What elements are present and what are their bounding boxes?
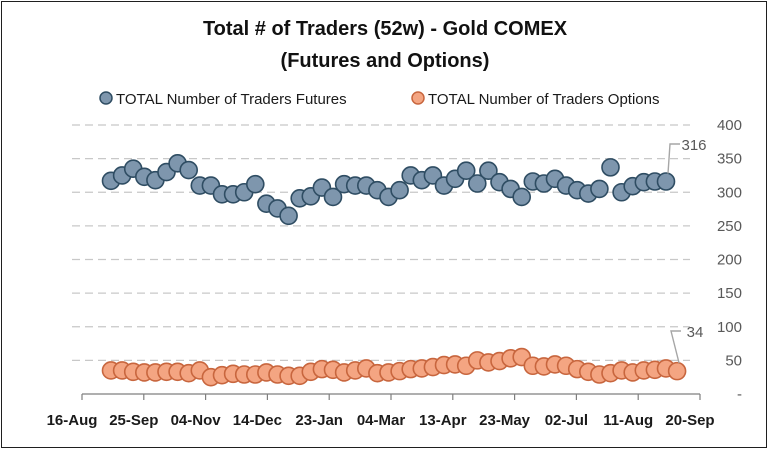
- y-tick-label: 150: [717, 285, 742, 302]
- legend-label-options: TOTAL Number of Traders Options: [428, 91, 659, 108]
- chart-title: Total # of Traders (52w) - Gold COMEX: [202, 18, 568, 40]
- x-tick-label: 16-Aug: [47, 412, 98, 429]
- x-tick-label: 23-May: [479, 412, 531, 429]
- x-tick-label: 23-Jan: [295, 412, 343, 429]
- series-options: [101, 347, 687, 387]
- futures-point: [479, 161, 498, 181]
- futures-point: [390, 180, 409, 200]
- x-tick-label: 20-Sep: [665, 412, 714, 429]
- y-tick-label: 100: [717, 319, 742, 336]
- annotation-leader: [667, 143, 680, 174]
- x-tick-label: 11-Aug: [603, 412, 653, 429]
- futures-point: [590, 179, 609, 199]
- legend-marker-futures: [99, 91, 113, 105]
- legend-label-futures: TOTAL Number of Traders Futures: [116, 91, 347, 108]
- legend-marker-options: [411, 91, 425, 105]
- x-axis: 16-Aug 25-Sep 04-Nov 14-Dec 23-Jan 04-Mar 13-A…: [47, 393, 715, 429]
- series-futures: [101, 154, 676, 226]
- y-tick-label: -: [737, 386, 742, 403]
- futures-point: [279, 206, 298, 226]
- futures-point: [323, 187, 343, 207]
- x-tick-label: 02-Jul: [545, 412, 588, 429]
- y-tick-label: 300: [717, 184, 742, 201]
- x-tick-label: 13-Apr: [419, 412, 467, 429]
- annotation-label: 316: [681, 137, 706, 154]
- annotation-label: 34: [687, 324, 704, 341]
- chart-subtitle: (Futures and Options): [280, 50, 490, 72]
- x-tick-label: 25-Sep: [109, 412, 158, 429]
- legend: TOTAL Number of Traders Futures TOTAL Nu…: [99, 91, 659, 108]
- futures-point: [467, 174, 487, 193]
- futures-point: [512, 187, 532, 207]
- y-tick-label: 350: [717, 151, 742, 168]
- y-tick-label: 250: [717, 218, 742, 235]
- y-axis-ticks: - 50 100 150 200 250 300 350 400: [717, 117, 742, 403]
- y-tick-label: 50: [725, 352, 742, 369]
- futures-point: [456, 161, 476, 181]
- futures-point: [246, 174, 265, 194]
- grid-lines: [72, 124, 690, 361]
- x-tick-label: 04-Mar: [357, 412, 406, 429]
- y-tick-label: 200: [717, 252, 742, 269]
- y-tick-label: 400: [717, 117, 742, 134]
- annotations: 316 34: [667, 137, 707, 364]
- x-tick-label: 14-Dec: [233, 412, 282, 429]
- x-tick-label: 04-Nov: [171, 412, 222, 429]
- options-point: [667, 361, 687, 381]
- futures-point: [601, 158, 620, 177]
- futures-point: [656, 172, 676, 191]
- futures-point: [179, 160, 198, 180]
- annotation-leader: [670, 330, 681, 364]
